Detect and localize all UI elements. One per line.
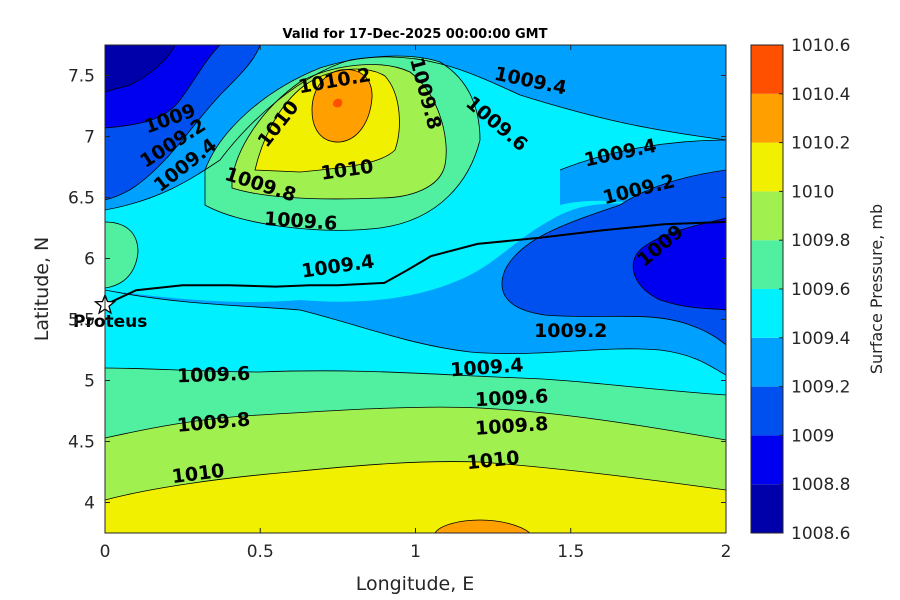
x-axis-label: Longitude, E <box>356 573 475 595</box>
marker-label: Proteus <box>73 312 147 332</box>
contour-line <box>501 169 726 346</box>
colorbar-tick-label: 1009 <box>791 426 834 446</box>
y-tick-label: 7.5 <box>68 67 95 87</box>
colorbar-tick-label: 1009.4 <box>791 329 850 349</box>
x-axis: 0 0.5 1 1.5 2 <box>100 45 732 562</box>
contour-line <box>105 45 261 201</box>
colorbar-tick-label: 1010.2 <box>791 134 850 154</box>
y-tick-label: 4.5 <box>68 433 95 453</box>
contour-label: 1009.6 <box>263 208 338 235</box>
band-1010-south <box>105 461 726 533</box>
band-1008-6-nw <box>105 45 175 92</box>
colorbar: 1008.6 1008.8 1009 1009.2 1009.4 1009.6 1009.8… <box>750 36 850 544</box>
colorbar-segment <box>751 240 783 289</box>
y-tick-label: 6.5 <box>68 189 95 209</box>
contour-line <box>105 367 726 396</box>
contour-label: 1010 <box>466 447 521 474</box>
colorbar-segment <box>751 142 783 192</box>
y-tick-label: 7 <box>84 128 95 148</box>
colorbar-label: Surface Pressure, mb <box>867 204 886 374</box>
band-1009-6-west <box>105 222 138 288</box>
band-1008-8-east <box>633 218 726 310</box>
y-axis-label: Latitude, N <box>31 237 53 342</box>
colorbar-segment <box>751 386 783 436</box>
contour-line <box>311 69 373 143</box>
band-1009-4-south <box>105 290 726 395</box>
colorbar-segment <box>751 337 783 387</box>
contour-line <box>559 139 726 171</box>
contour-line <box>105 406 726 441</box>
colorbar-segment <box>751 435 783 485</box>
contour-label: 1009.6 <box>177 363 251 388</box>
x-tick-label: 0.5 <box>247 542 274 562</box>
y-tick-label: 4 <box>84 494 95 514</box>
contour-fill-layer <box>105 45 726 533</box>
storm-track-line <box>104 220 727 306</box>
contour-line <box>105 221 139 289</box>
band-1010-2 <box>312 69 373 143</box>
contour-label: 1009.8 <box>474 413 549 440</box>
colorbar-tick-label: 1008.6 <box>791 524 850 544</box>
colorbar-tick-label: 1010 <box>791 182 834 202</box>
colorbar-tick-label: 1008.8 <box>791 475 850 495</box>
colorbar-segment <box>751 191 783 241</box>
chart-title: Valid for 17-Dec-2025 00:00:00 GMT <box>283 27 548 42</box>
band-1010-4 <box>333 98 343 108</box>
contour-line <box>231 64 447 200</box>
contour-line <box>254 68 400 173</box>
contour-line <box>632 217 726 311</box>
contour-line <box>105 461 726 501</box>
colorbar-tick-label: 1009.8 <box>791 231 850 251</box>
colorbar-segment <box>751 484 783 533</box>
contour-line <box>434 519 531 533</box>
y-tick-label: 6 <box>84 250 95 270</box>
x-tick-label: 2 <box>721 542 732 562</box>
x-tick-label: 1.5 <box>557 542 584 562</box>
colorbar-tick-label: 1010.4 <box>791 85 850 105</box>
contour-line <box>204 55 481 231</box>
contour-label: 1009.6 <box>475 385 549 411</box>
colorbar-tick-label: 1010.6 <box>791 36 850 56</box>
x-tick-label: 0 <box>100 542 111 562</box>
y-tick-label: 5 <box>84 372 95 392</box>
colorbar-segment <box>751 45 783 94</box>
y-axis: 4 4.5 5 5.5 6 6.5 7 7.5 <box>68 67 726 514</box>
contour-line <box>105 45 176 93</box>
x-tick-label: 1 <box>410 542 421 562</box>
colorbar-segment <box>751 289 783 338</box>
contour-line <box>105 289 726 376</box>
colorbar-tick-label: 1009.2 <box>791 378 850 398</box>
contour-line <box>105 45 221 129</box>
colorbar-segment <box>751 93 783 143</box>
contour-label: 1009.2 <box>534 320 607 342</box>
contour-lines <box>105 45 726 533</box>
colorbar-tick-label: 1009.6 <box>791 280 850 300</box>
contour-label: 1009.4 <box>450 354 525 381</box>
y-tick-label: 5.5 <box>68 311 95 331</box>
